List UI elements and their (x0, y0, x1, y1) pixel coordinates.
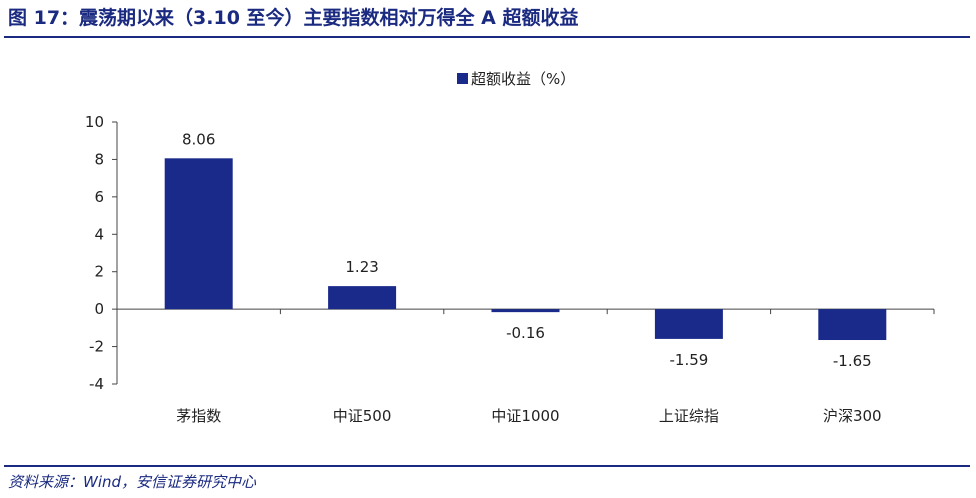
data-label: -1.59 (669, 351, 708, 369)
y-tick-label: -4 (89, 375, 104, 393)
y-tick-label: -2 (89, 338, 104, 356)
x-tick-label: 茅指数 (176, 407, 221, 425)
legend-label: 超额收益（%） (471, 70, 575, 88)
x-tick-label: 沪深300 (823, 407, 882, 425)
bar (491, 309, 560, 313)
figure-title: 图 17：震荡期以来（3.10 至今）主要指数相对万得全 A 超额收益 (8, 7, 579, 29)
source-rule (4, 465, 970, 467)
y-tick-label: 2 (94, 263, 104, 281)
legend-swatch (457, 73, 468, 84)
data-label: -1.65 (833, 352, 872, 370)
y-tick-label: 4 (94, 225, 104, 243)
x-tick-label: 上证综指 (659, 407, 719, 425)
x-tick-label: 中证1000 (491, 407, 559, 425)
y-tick-label: 8 (94, 150, 104, 168)
x-tick-label: 中证500 (333, 407, 392, 425)
data-label: 1.23 (345, 258, 378, 276)
data-label: 8.06 (182, 130, 215, 148)
y-tick-label: 0 (94, 300, 104, 318)
title-rule (4, 36, 970, 38)
y-tick-label: 10 (85, 113, 104, 131)
bar (654, 309, 723, 339)
source-note: 资料来源：Wind，安信证券研究中心 (8, 473, 257, 491)
bar (818, 309, 887, 341)
bar (164, 158, 233, 310)
bar (328, 286, 397, 310)
data-label: -0.16 (506, 324, 545, 342)
y-tick-label: 6 (94, 188, 104, 206)
